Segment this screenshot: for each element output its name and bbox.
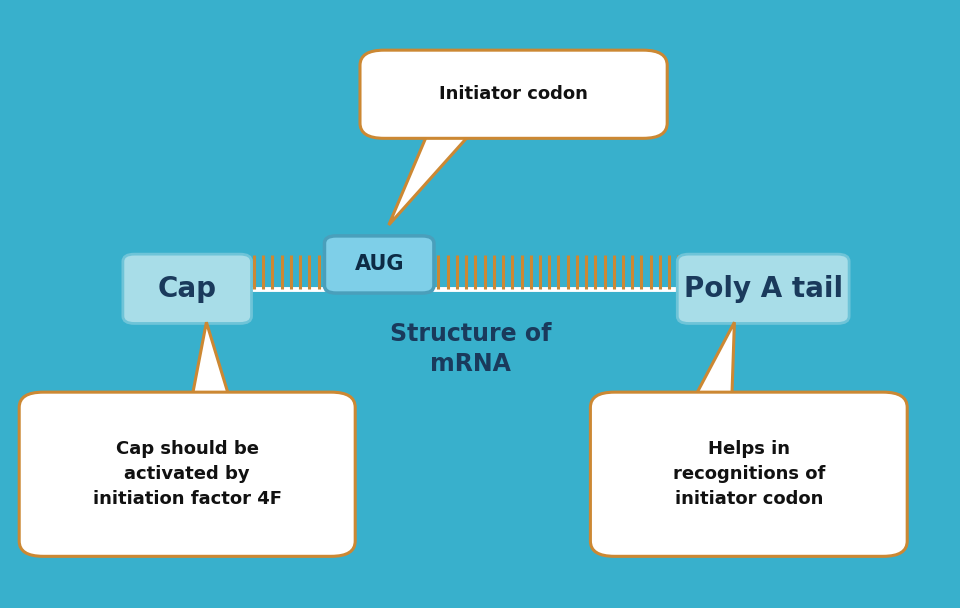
Polygon shape bbox=[389, 123, 480, 225]
FancyBboxPatch shape bbox=[324, 236, 434, 293]
FancyBboxPatch shape bbox=[590, 392, 907, 556]
FancyBboxPatch shape bbox=[360, 50, 667, 139]
Text: Cap: Cap bbox=[157, 275, 217, 303]
FancyBboxPatch shape bbox=[19, 392, 355, 556]
Text: Helps in
recognitions of
initiator codon: Helps in recognitions of initiator codon bbox=[673, 440, 825, 508]
Text: AUG: AUG bbox=[354, 255, 404, 274]
Polygon shape bbox=[689, 322, 734, 407]
Polygon shape bbox=[190, 322, 232, 407]
FancyBboxPatch shape bbox=[678, 254, 850, 323]
Text: Cap should be
activated by
initiation factor 4F: Cap should be activated by initiation fa… bbox=[93, 440, 281, 508]
Text: Initiator codon: Initiator codon bbox=[439, 85, 588, 103]
Text: Poly A tail: Poly A tail bbox=[684, 275, 843, 303]
FancyBboxPatch shape bbox=[123, 254, 252, 323]
Text: Structure of
mRNA: Structure of mRNA bbox=[390, 322, 551, 376]
